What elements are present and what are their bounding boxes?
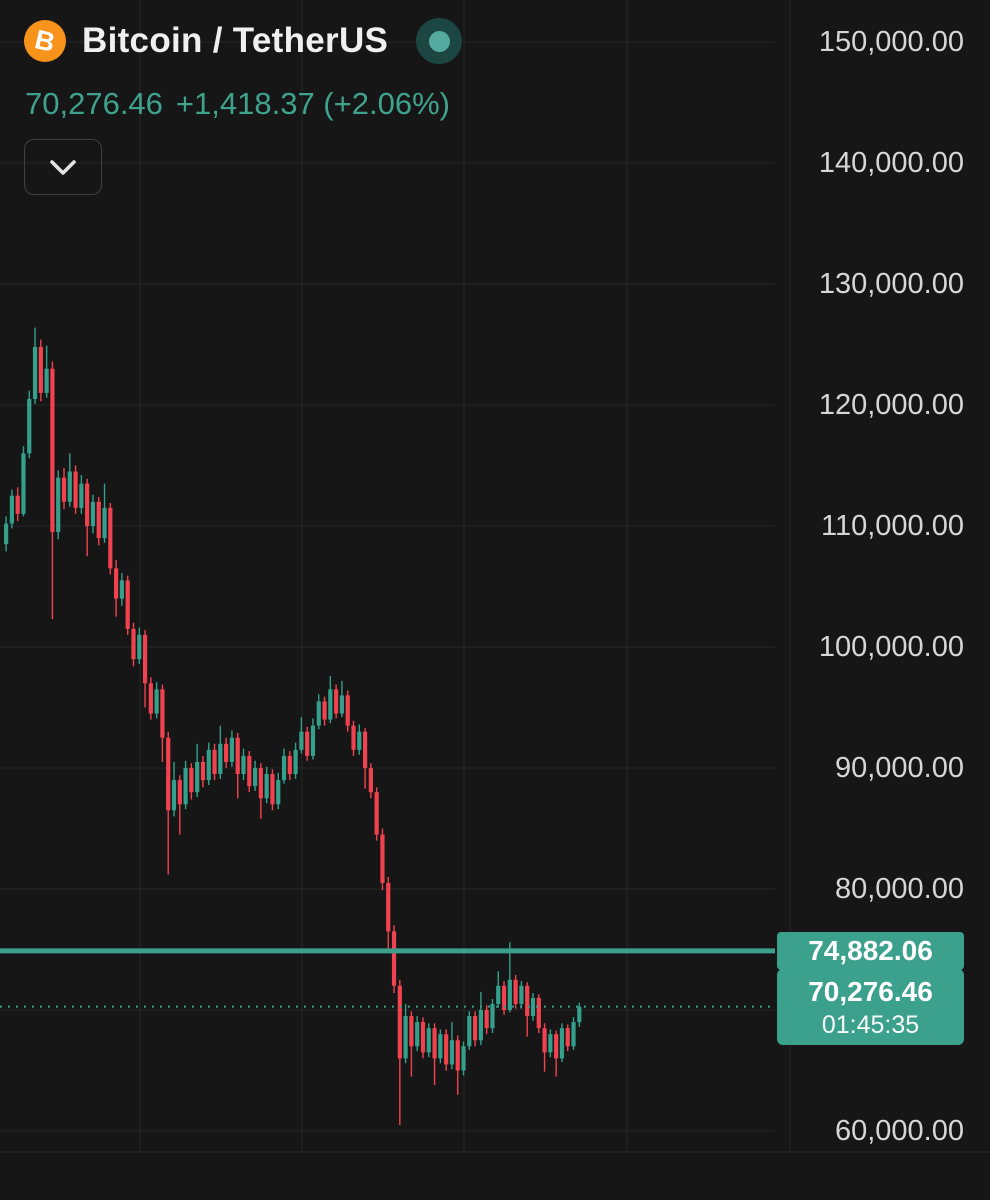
bitcoin-glyph: B	[32, 23, 58, 58]
alert-price-label[interactable]: 74,882.06	[777, 932, 964, 970]
price-axis-label: 120,000.00	[818, 389, 964, 421]
current-price-value: 70,276.46	[808, 975, 933, 1007]
chevron-down-icon	[50, 159, 76, 175]
price-axis-label: 110,000.00	[821, 510, 964, 542]
price-axis-label: 100,000.00	[818, 631, 964, 663]
price-axis-label: 150,000.00	[818, 26, 964, 58]
price-summary: 70,276.46 +1,418.37 (+2.06%)	[25, 86, 450, 122]
price-change: +1,418.37 (+2.06%)	[175, 86, 450, 121]
last-price: 70,276.46	[25, 86, 163, 121]
price-axis-label: 80,000.00	[834, 873, 964, 905]
current-price-label: 70,276.46 01:45:35	[777, 969, 964, 1045]
price-axis-label: 60,000.00	[834, 1115, 964, 1147]
price-axis-label: 130,000.00	[818, 268, 964, 300]
market-open-dot	[428, 30, 450, 52]
symbol-title[interactable]: Bitcoin / TetherUS	[82, 21, 389, 60]
expand-dropdown-button[interactable]	[24, 139, 102, 195]
price-axis-label: 140,000.00	[818, 147, 964, 179]
bar-countdown: 01:45:35	[821, 1010, 920, 1039]
market-status-indicator[interactable]	[416, 18, 463, 64]
symbol-header: B Bitcoin / TetherUS	[24, 18, 463, 64]
bitcoin-icon: B	[24, 20, 66, 62]
price-axis-label: 90,000.00	[834, 752, 964, 784]
